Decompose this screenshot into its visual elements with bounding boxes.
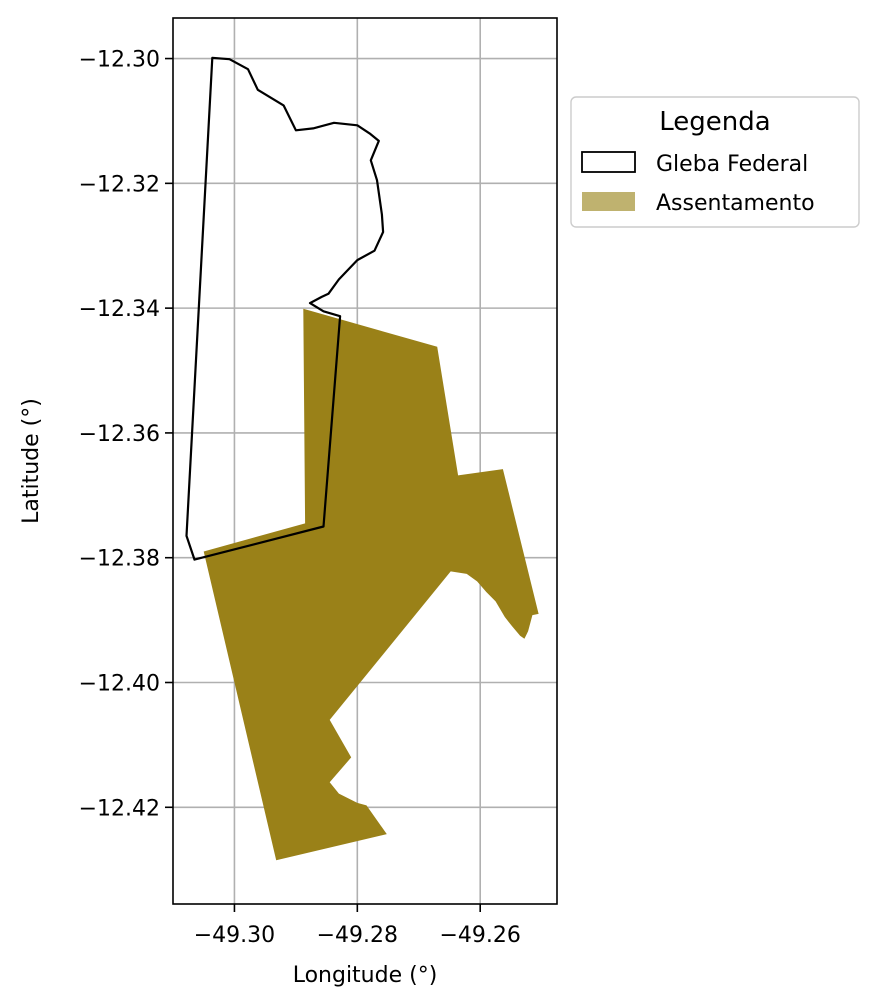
legend-label-gleba: Gleba Federal [656,152,808,177]
legend-label-assentamento: Assentamento [656,191,815,216]
x-axis-label: Longitude (°) [293,963,438,988]
y-tick-label: −12.36 [79,422,160,447]
gleba-federal-outline [185,56,385,561]
legend-title: Legenda [659,107,770,137]
y-ticks: −12.30 −12.32 −12.34 −12.36 −12.38 −12.40 −12.… [79,48,173,821]
y-tick-label: −12.42 [79,796,160,821]
y-tick-label: −12.40 [79,672,160,697]
x-tick-label: −49.30 [194,923,275,948]
y-tick-label: −12.30 [79,48,160,73]
y-tick-label: −12.38 [79,547,160,572]
y-tick-label: −12.34 [79,297,160,322]
legend: Legenda Gleba Federal Assentamento [570,96,860,228]
legend-box [570,96,860,228]
y-axis-label: Latitude (°) [19,398,44,524]
legend-swatch-gleba [581,151,636,173]
gridlines [173,18,557,904]
legend-swatch-assentamento [582,192,635,211]
x-ticks: −49.30 −49.28 −49.26 [194,904,521,948]
x-tick-label: −49.28 [317,923,398,948]
map-axes-frame [172,17,558,905]
y-tick-label: −12.32 [79,172,160,197]
assentamento-polygon [203,308,539,861]
x-tick-label: −49.26 [439,923,520,948]
